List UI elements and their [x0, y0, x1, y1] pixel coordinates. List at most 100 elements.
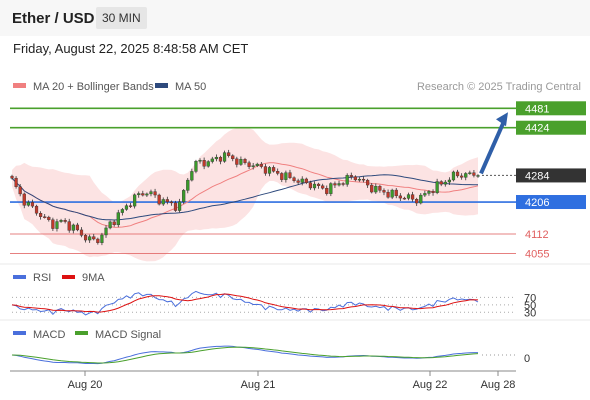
- candle: [112, 219, 116, 227]
- candle: [455, 169, 460, 178]
- candle: [96, 237, 100, 245]
- candle: [173, 200, 178, 212]
- candle: [47, 215, 51, 222]
- candle: [34, 204, 39, 216]
- x-tick-label: Aug 22: [413, 379, 448, 391]
- candle: [353, 175, 357, 182]
- candle: [104, 225, 108, 238]
- macd-line: [11, 345, 478, 365]
- ma9-legend-label: 9MA: [82, 272, 105, 284]
- candle: [100, 232, 104, 246]
- candle: [120, 208, 124, 216]
- candle: [378, 184, 382, 193]
- candle: [239, 156, 243, 166]
- price-levels: [10, 107, 516, 254]
- candle: [128, 202, 133, 208]
- ma50-line: [11, 174, 479, 221]
- candle: [214, 154, 218, 162]
- candle: [357, 177, 362, 182]
- candle: [316, 182, 321, 189]
- ma20-legend-swatch: [13, 83, 26, 88]
- candle: [394, 188, 398, 199]
- candle: [157, 193, 161, 206]
- level-tag-4481: 4481: [525, 103, 549, 115]
- candle: [177, 198, 182, 213]
- forecast-arrow: [479, 112, 508, 175]
- candle: [292, 176, 296, 183]
- candle: [402, 196, 407, 200]
- candle: [263, 163, 268, 176]
- candle: [92, 233, 96, 241]
- candle: [361, 176, 366, 183]
- candle: [406, 192, 411, 201]
- candle: [390, 188, 394, 200]
- rsi-ma9-line: [11, 293, 479, 313]
- candle: [67, 218, 71, 233]
- candle: [59, 218, 63, 223]
- candle: [468, 170, 472, 175]
- forecast-arrow-shaft: [479, 120, 506, 175]
- candle: [108, 220, 112, 230]
- candle: [18, 184, 22, 197]
- candle: [83, 233, 88, 243]
- macd-legend-swatch: [13, 331, 26, 335]
- candle: [202, 157, 206, 170]
- x-axis-ticks: Aug 20 Aug 21 Aug 22 Aug 28: [68, 371, 515, 391]
- candle: [415, 197, 419, 206]
- rsi-legend-label: RSI: [33, 272, 51, 284]
- candlesticks: [10, 149, 480, 246]
- candle: [443, 180, 447, 187]
- candle: [312, 181, 317, 191]
- candle: [190, 168, 194, 182]
- candle: [43, 213, 47, 219]
- chart-timestamp: Friday, August 22, 2025 8:48:58 AM CET: [13, 41, 249, 56]
- candle: [374, 183, 378, 194]
- level-tag-4284: 4284: [525, 170, 549, 182]
- candle: [423, 190, 427, 198]
- candle: [75, 222, 80, 232]
- level-tag-4481-bg: [516, 101, 586, 116]
- candle: [247, 160, 251, 170]
- candle: [26, 200, 30, 207]
- macd-legend-label: MACD: [33, 329, 65, 341]
- candle: [341, 182, 345, 187]
- candle: [210, 156, 214, 164]
- candle: [145, 192, 149, 197]
- bollinger-bands: [12, 127, 478, 262]
- candle: [370, 183, 374, 194]
- candle: [255, 162, 259, 168]
- ma20-legend-label: MA 20 + Bollinger Bands: [33, 81, 154, 93]
- rsi-line: [11, 290, 479, 316]
- candle: [206, 160, 210, 168]
- rsi-legend-swatch: [13, 275, 26, 279]
- level-tag-4284-bg: [516, 168, 586, 183]
- candle: [280, 172, 284, 183]
- candle: [284, 170, 288, 183]
- candle: [435, 178, 439, 195]
- candle: [137, 191, 141, 198]
- ma50-legend-swatch: [155, 83, 168, 88]
- candle: [161, 197, 165, 206]
- candle: [267, 166, 272, 177]
- candle: [272, 165, 276, 173]
- forecast-arrow-head: [496, 112, 508, 127]
- candle: [345, 173, 349, 187]
- candle: [231, 154, 235, 162]
- candle: [325, 185, 329, 196]
- candle: [51, 217, 55, 231]
- candle: [300, 176, 304, 186]
- timeframe-button[interactable]: 30 MIN: [96, 7, 147, 29]
- macd-panel: 0: [11, 345, 530, 365]
- candle: [22, 192, 26, 209]
- macd-tick-0: 0: [524, 353, 530, 365]
- candle: [186, 178, 190, 194]
- ma9-legend-swatch: [62, 275, 75, 279]
- candle: [39, 211, 43, 220]
- candle: [30, 199, 35, 209]
- x-tick-label: Aug 20: [68, 379, 103, 391]
- candle: [329, 182, 333, 197]
- price-level-tags: 4481 4424 4284 4206 4112 4055: [516, 101, 586, 260]
- level-tag-4055: 4055: [525, 248, 549, 260]
